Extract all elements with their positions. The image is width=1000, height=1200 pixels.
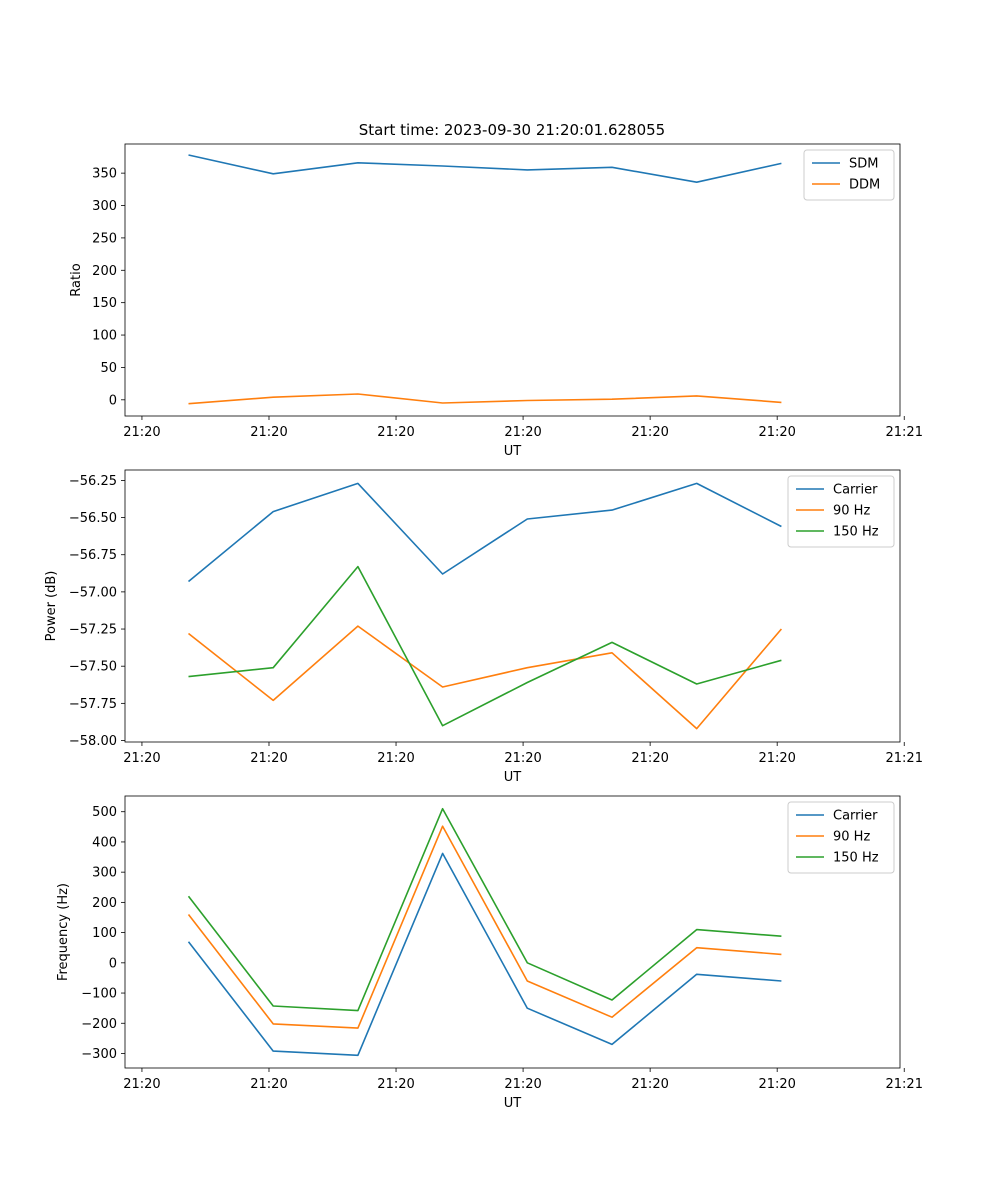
- axes-frame: [124, 469, 901, 743]
- x-tick-label: 21:20: [123, 425, 160, 440]
- series-line-90-hz: [187, 825, 782, 1029]
- y-tick-label: −57.50: [69, 660, 117, 675]
- series-line-ddm: [188, 393, 782, 405]
- y-tick-label: 500: [92, 805, 117, 820]
- y-tick-label: −57.00: [69, 585, 117, 600]
- x-tick-label: 21:20: [377, 425, 414, 440]
- y-tick-label: −100: [81, 987, 117, 1002]
- x-tick-label: 21:20: [631, 1077, 668, 1092]
- series-line-carrier: [187, 852, 782, 1057]
- y-tick-label: 200: [92, 896, 117, 911]
- x-tick-label: 21:20: [377, 1077, 414, 1092]
- x-axis-label: UT: [504, 770, 522, 785]
- series-line-150-hz: [187, 807, 782, 1012]
- legend-label: 150 Hz: [833, 525, 879, 540]
- legend-label: SDM: [849, 157, 878, 172]
- x-tick-label: 21:21: [886, 751, 923, 766]
- y-tick-label: 300: [92, 199, 117, 214]
- x-tick-label: 21:21: [886, 425, 923, 440]
- y-tick-label: 300: [92, 866, 117, 881]
- x-axis-label: UT: [504, 1096, 522, 1111]
- legend: SDM DDM: [803, 149, 895, 201]
- y-axis-label: Frequency (Hz): [56, 883, 71, 981]
- y-tick-label: 150: [92, 296, 117, 311]
- chart-panel-2: 21:20 21:20 21:20 21:20 21:20 21:20 21:21 −58.0…: [44, 469, 923, 785]
- x-tick-label: 21:20: [504, 425, 541, 440]
- chart-panel-3: 21:20 21:20 21:20 21:20 21:20 21:20 21:21 −300 −…: [56, 795, 923, 1111]
- y-tick-label: −56.50: [69, 511, 117, 526]
- series-line-90-hz: [188, 625, 783, 730]
- y-tick-label: −56.75: [69, 548, 117, 563]
- axes-frame: [124, 795, 901, 1069]
- chart-title: Start time: 2023-09-30 21:20:01.628055: [359, 121, 665, 139]
- x-tick-label: 21:21: [886, 1077, 923, 1092]
- y-tick-label: 250: [92, 231, 117, 246]
- legend-box: [787, 475, 895, 548]
- chart-panel-1: 21:20 21:20 21:20 21:20 21:20 21:20 21:21 0 50 10…: [69, 143, 923, 459]
- y-tick-label: 200: [92, 264, 117, 279]
- legend-box: [787, 801, 895, 874]
- y-tick-label: −57.75: [69, 697, 117, 712]
- x-tick-label: 21:20: [504, 751, 541, 766]
- y-tick-label: 100: [92, 926, 117, 941]
- legend-label: DDM: [849, 178, 880, 193]
- x-tick-label: 21:20: [631, 425, 668, 440]
- x-tick-label: 21:20: [250, 751, 287, 766]
- y-axis-label: Ratio: [69, 263, 84, 296]
- y-tick-label: 100: [92, 329, 117, 344]
- y-tick-label: 400: [92, 835, 117, 850]
- y-tick-label: −57.25: [69, 623, 117, 638]
- y-tick-label: 350: [92, 167, 117, 182]
- x-tick-label: 21:20: [631, 751, 668, 766]
- series-line-sdm: [188, 154, 782, 183]
- legend-label: 90 Hz: [833, 504, 870, 519]
- x-tick-label: 21:20: [250, 425, 287, 440]
- y-tick-label: 50: [100, 361, 117, 376]
- y-tick-label: 0: [109, 393, 117, 408]
- series-line-carrier: [187, 482, 782, 583]
- y-tick-label: −58.00: [69, 734, 117, 749]
- legend: Carrier 90 Hz 150 Hz: [787, 475, 895, 548]
- x-tick-label: 21:20: [123, 1077, 160, 1092]
- x-tick-label: 21:20: [123, 751, 160, 766]
- x-tick-label: 21:20: [758, 425, 795, 440]
- series-line-150-hz: [188, 565, 782, 727]
- x-tick-label: 21:20: [377, 751, 414, 766]
- y-tick-label: −300: [81, 1047, 117, 1062]
- y-tick-label: 0: [109, 956, 117, 971]
- legend-label: Carrier: [833, 483, 878, 498]
- y-tick-label: −56.25: [69, 474, 117, 489]
- y-axis-label: Power (dB): [44, 571, 59, 642]
- x-tick-label: 21:20: [758, 1077, 795, 1092]
- legend-label: 150 Hz: [833, 851, 879, 866]
- x-tick-label: 21:20: [758, 751, 795, 766]
- legend-label: Carrier: [833, 809, 878, 824]
- y-tick-label: −200: [81, 1017, 117, 1032]
- x-axis-label: UT: [504, 444, 522, 459]
- legend-label: 90 Hz: [833, 830, 870, 845]
- x-tick-label: 21:20: [504, 1077, 541, 1092]
- x-tick-label: 21:20: [250, 1077, 287, 1092]
- axes-frame: [124, 143, 901, 417]
- legend: Carrier 90 Hz 150 Hz: [787, 801, 895, 874]
